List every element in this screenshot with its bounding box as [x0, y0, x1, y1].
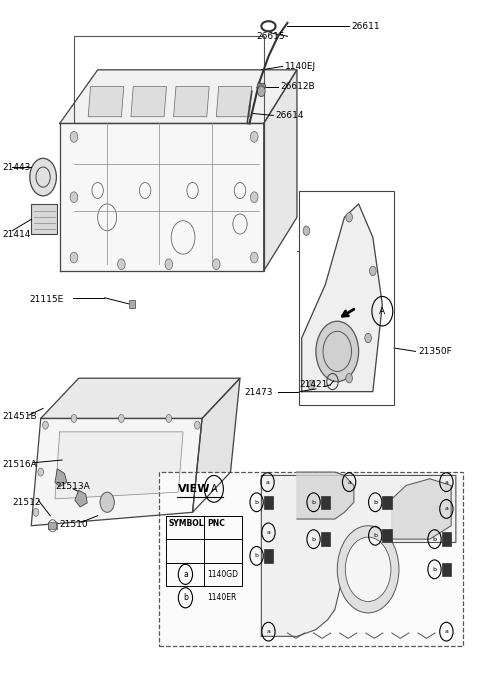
Polygon shape — [442, 533, 451, 546]
Polygon shape — [301, 204, 383, 391]
Text: 26611: 26611 — [351, 22, 380, 30]
Text: 1140EJ: 1140EJ — [285, 62, 316, 71]
Polygon shape — [392, 479, 451, 539]
Text: 21115E: 21115E — [29, 295, 63, 304]
Circle shape — [213, 259, 220, 270]
Circle shape — [258, 86, 265, 97]
Polygon shape — [321, 496, 330, 509]
Polygon shape — [55, 468, 67, 487]
Polygon shape — [88, 87, 124, 117]
Polygon shape — [129, 299, 135, 308]
Text: PNC: PNC — [207, 519, 225, 528]
Text: b: b — [373, 533, 377, 538]
Circle shape — [165, 259, 173, 270]
Circle shape — [71, 414, 77, 422]
Text: 21421: 21421 — [300, 381, 328, 389]
Polygon shape — [48, 523, 57, 529]
Text: b: b — [254, 500, 259, 505]
Polygon shape — [60, 70, 297, 124]
Text: a: a — [444, 629, 448, 634]
Text: 21513A: 21513A — [55, 483, 90, 491]
Circle shape — [337, 526, 399, 613]
Polygon shape — [216, 87, 252, 117]
Text: 21510: 21510 — [60, 520, 88, 529]
Text: 1140ER: 1140ER — [207, 594, 236, 602]
Circle shape — [308, 380, 314, 389]
Circle shape — [38, 468, 44, 476]
Circle shape — [119, 414, 124, 422]
Polygon shape — [383, 496, 392, 509]
Circle shape — [365, 333, 372, 343]
Polygon shape — [297, 472, 354, 519]
Polygon shape — [442, 562, 451, 576]
Text: a: a — [183, 570, 188, 579]
Text: 26614: 26614 — [276, 111, 304, 120]
Text: 26615: 26615 — [256, 32, 285, 41]
Text: b: b — [312, 500, 315, 505]
Text: 21414: 21414 — [3, 230, 31, 239]
Polygon shape — [55, 432, 183, 499]
Text: A: A — [211, 484, 217, 494]
Polygon shape — [264, 496, 273, 509]
Text: 21516A: 21516A — [3, 460, 37, 468]
Polygon shape — [159, 472, 463, 646]
Circle shape — [33, 508, 39, 516]
Polygon shape — [321, 533, 330, 546]
Polygon shape — [192, 379, 240, 512]
Circle shape — [346, 213, 352, 222]
Text: b: b — [373, 500, 377, 505]
Circle shape — [100, 492, 114, 512]
Text: a: a — [266, 530, 270, 535]
Text: a: a — [444, 506, 448, 512]
Text: 21512: 21512 — [12, 498, 41, 508]
Polygon shape — [383, 529, 392, 542]
Polygon shape — [31, 204, 57, 234]
Circle shape — [370, 266, 376, 276]
Text: 21350F: 21350F — [418, 347, 452, 356]
Text: VIEW: VIEW — [179, 484, 211, 494]
Text: 21443: 21443 — [3, 162, 31, 172]
Text: b: b — [312, 537, 315, 541]
Circle shape — [345, 537, 391, 602]
Circle shape — [30, 158, 56, 196]
Polygon shape — [31, 418, 202, 526]
Circle shape — [194, 421, 200, 429]
Text: a: a — [266, 629, 270, 634]
Circle shape — [118, 259, 125, 270]
Text: 26612B: 26612B — [280, 82, 315, 91]
Circle shape — [70, 192, 78, 203]
Circle shape — [166, 414, 172, 422]
Circle shape — [346, 374, 352, 383]
Text: a: a — [265, 480, 269, 485]
Text: 1140GD: 1140GD — [207, 570, 238, 579]
Text: A: A — [379, 307, 385, 316]
Circle shape — [251, 192, 258, 203]
Polygon shape — [41, 379, 240, 418]
Circle shape — [303, 226, 310, 235]
Text: b: b — [432, 537, 436, 541]
Text: 21451B: 21451B — [3, 412, 37, 421]
Polygon shape — [261, 475, 456, 636]
Text: SYMBOL: SYMBOL — [169, 519, 204, 528]
Polygon shape — [257, 83, 266, 88]
Text: a: a — [444, 480, 448, 485]
Circle shape — [251, 252, 258, 263]
Polygon shape — [131, 87, 167, 117]
Polygon shape — [264, 549, 273, 562]
Text: 21473: 21473 — [245, 389, 273, 397]
Circle shape — [70, 252, 78, 263]
Circle shape — [251, 132, 258, 142]
Text: b: b — [254, 554, 259, 558]
Circle shape — [316, 321, 359, 381]
Text: a: a — [347, 480, 351, 485]
Text: b: b — [183, 594, 188, 602]
Circle shape — [43, 421, 48, 429]
Text: b: b — [432, 566, 436, 572]
Circle shape — [70, 132, 78, 142]
Polygon shape — [174, 87, 209, 117]
Polygon shape — [60, 124, 264, 271]
Polygon shape — [264, 70, 297, 271]
Polygon shape — [75, 490, 87, 507]
